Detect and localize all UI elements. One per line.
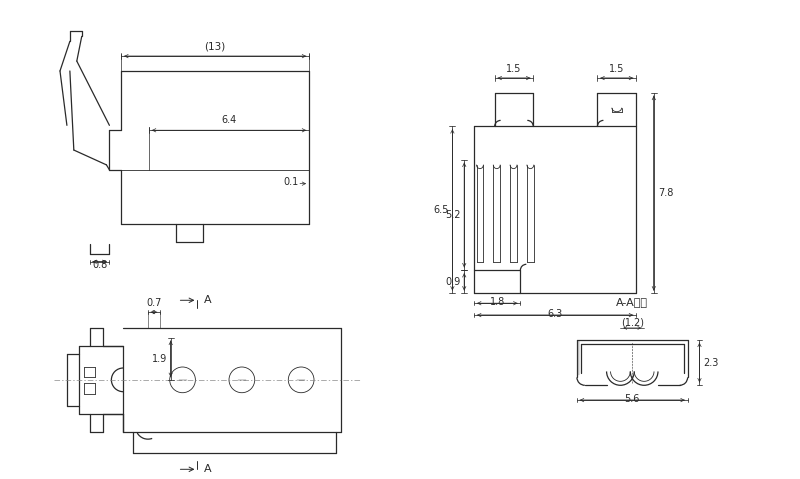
Text: 1.9: 1.9	[151, 354, 166, 364]
Text: 1.5: 1.5	[609, 64, 625, 74]
Text: 2.3: 2.3	[703, 357, 719, 367]
Text: 1.5: 1.5	[506, 64, 522, 74]
Text: 1.8: 1.8	[490, 297, 505, 307]
Text: 0.7: 0.7	[146, 298, 162, 308]
Text: 0.8: 0.8	[92, 260, 107, 270]
Text: (13): (13)	[205, 41, 226, 51]
Text: 5.2: 5.2	[445, 210, 460, 220]
Text: 6.5: 6.5	[433, 205, 449, 215]
Text: 0.1: 0.1	[284, 177, 299, 187]
Text: 5.6: 5.6	[625, 394, 640, 404]
Text: A: A	[204, 464, 212, 474]
Text: 6.4: 6.4	[222, 115, 237, 125]
Text: A: A	[204, 295, 212, 305]
Text: 6.3: 6.3	[547, 309, 562, 319]
Text: (1.2): (1.2)	[621, 317, 644, 327]
Text: 7.8: 7.8	[658, 188, 673, 198]
Text: A-A旋転: A-A旋転	[616, 297, 648, 307]
Text: 0.9: 0.9	[445, 277, 460, 287]
